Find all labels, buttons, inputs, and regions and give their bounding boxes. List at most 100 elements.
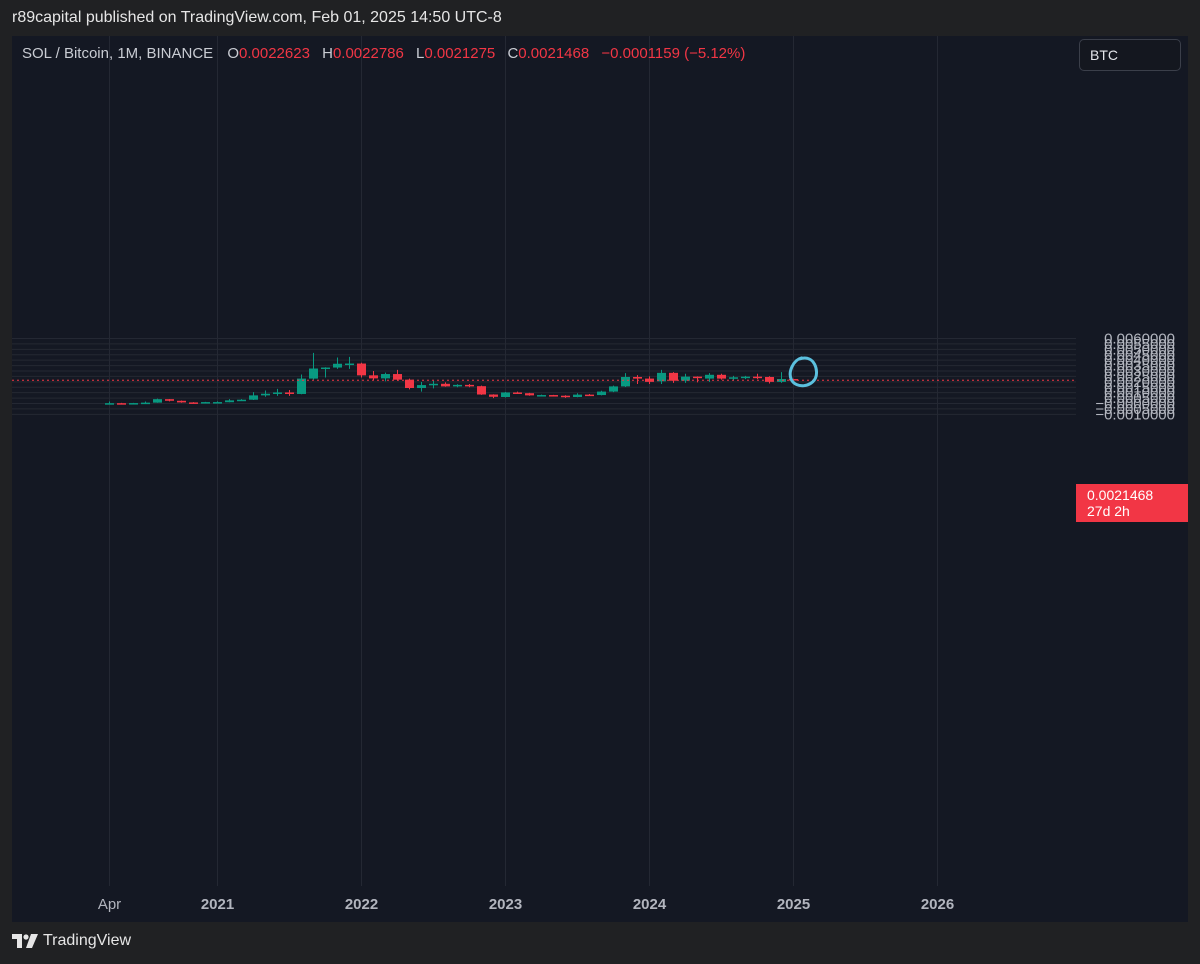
publish-header: r89capital published on TradingView.com,… [12,9,502,26]
candle-body [765,376,774,382]
y-tick-label: 0.0010000 [1104,385,1175,402]
x-tick-label: 2024 [633,896,667,913]
open-label: O [227,45,240,62]
candle-body [597,391,606,396]
y-tick-label: 0.0015000 [1104,379,1175,396]
candle-body [501,392,510,398]
low-value: 0.0021275 [424,45,496,62]
candle-body [561,395,570,398]
candle-body [693,376,702,379]
candle-body [381,374,390,379]
candle-body [321,367,330,370]
candle-body [633,376,642,379]
candle-body [453,384,462,387]
candle-body [345,363,354,366]
circle-annotation [788,356,819,388]
low-label: L [416,45,425,62]
close-value: 0.0021468 [518,45,590,62]
candle-body [177,400,186,403]
candle-body [333,363,342,368]
y-tick-label: 0.0040000 [1104,352,1175,369]
candle-body [441,383,450,387]
y-tick-label: 0.0050000 [1104,341,1175,358]
bar-countdown: 27d 2h [1087,503,1130,519]
candle-body [405,379,414,389]
candle-body [681,376,690,381]
candle-body [393,374,402,380]
candle-body [129,403,138,405]
change-value: −0.0001159 (−5.12%) [601,45,746,62]
footer-brand[interactable]: TradingView [12,932,131,950]
candle-body [525,393,534,396]
candle-body [477,386,486,395]
candle-body [585,394,594,397]
x-tick-label: 2022 [345,896,378,913]
candle-body [645,378,654,382]
candle-body [537,395,546,397]
close-label: C [507,45,519,62]
candle-body [609,386,618,392]
candle-body [165,399,174,401]
open-value: 0.0022623 [239,45,310,62]
candle-body [105,403,114,405]
candle-body [369,375,378,379]
candle-body [261,393,270,396]
candle-body [717,374,726,379]
candle-body [357,363,366,376]
candle-body [141,402,150,405]
chart-pane[interactable]: 0.0060000 0.0055000 0.0050000 0.0045000 0.00… [12,36,1188,922]
candle-body [657,372,666,382]
footer-brand-label: TradingView [43,932,132,949]
candle-body [621,376,630,387]
candle-body [213,402,222,404]
candle-body [429,383,438,386]
candle-body [417,385,426,389]
candle-body [273,392,282,394]
candle-body [669,372,678,381]
candle-body [753,376,762,379]
x-tick-label: 2023 [489,896,522,913]
candle-body [189,402,198,404]
y-tick-label: −0.0000000 [1095,396,1175,413]
high-value: 0.0022786 [332,45,404,62]
currency-button[interactable]: BTC [1079,39,1181,71]
price-chart[interactable]: 0.00600000.00550000.00500000.00450000.00… [12,36,1188,922]
y-tick-label: 0.0030000 [1104,363,1175,380]
x-tick-label: 2021 [201,896,234,913]
candle-body [705,374,714,379]
y-tick-label: 0.0035000 [1104,358,1175,375]
last-price-label: 0.0021468 27d 2h [1076,484,1188,522]
candle-body [153,399,162,403]
y-tick-label: 0.0045000 [1104,347,1175,364]
candle-body [117,403,126,405]
candle-body [237,399,246,402]
y-tick-label: 0.0055000 [1104,336,1175,353]
candle-body [489,394,498,397]
x-tick-label: Apr [98,896,121,913]
candle-body [741,376,750,379]
y-tick-label: 0.0060000 [1104,331,1175,348]
high-label: H [322,45,333,62]
candle-body [249,395,258,400]
last-price-value: 0.0021468 [1087,487,1154,503]
candle-body [465,384,474,387]
candle-body [201,402,210,404]
y-tick-label: 0.0025000 [1104,368,1175,385]
y-tick-label: 0.0020000 [1104,374,1175,391]
candle-body [777,379,786,382]
symbol-label[interactable]: SOL / Bitcoin, 1M, BINANCE [22,45,214,62]
candle-body [549,395,558,397]
tradingview-logo-icon [12,934,38,948]
x-tick-label: 2026 [921,896,954,913]
candle-body [225,400,234,403]
candle-body [729,377,738,379]
y-tick-label: −0.0010000 [1095,406,1175,423]
candle-body [309,368,318,379]
ohlc-legend: SOL / Bitcoin, 1M, BINANCE O0.0022623 H0… [22,45,745,62]
candle-body [285,392,294,394]
candle-body [573,394,582,398]
candle-body [513,392,522,394]
candle-body [297,378,306,394]
y-tick-label: −0.0005000 [1095,401,1175,418]
y-tick-label: 0.0005000 [1104,390,1175,407]
